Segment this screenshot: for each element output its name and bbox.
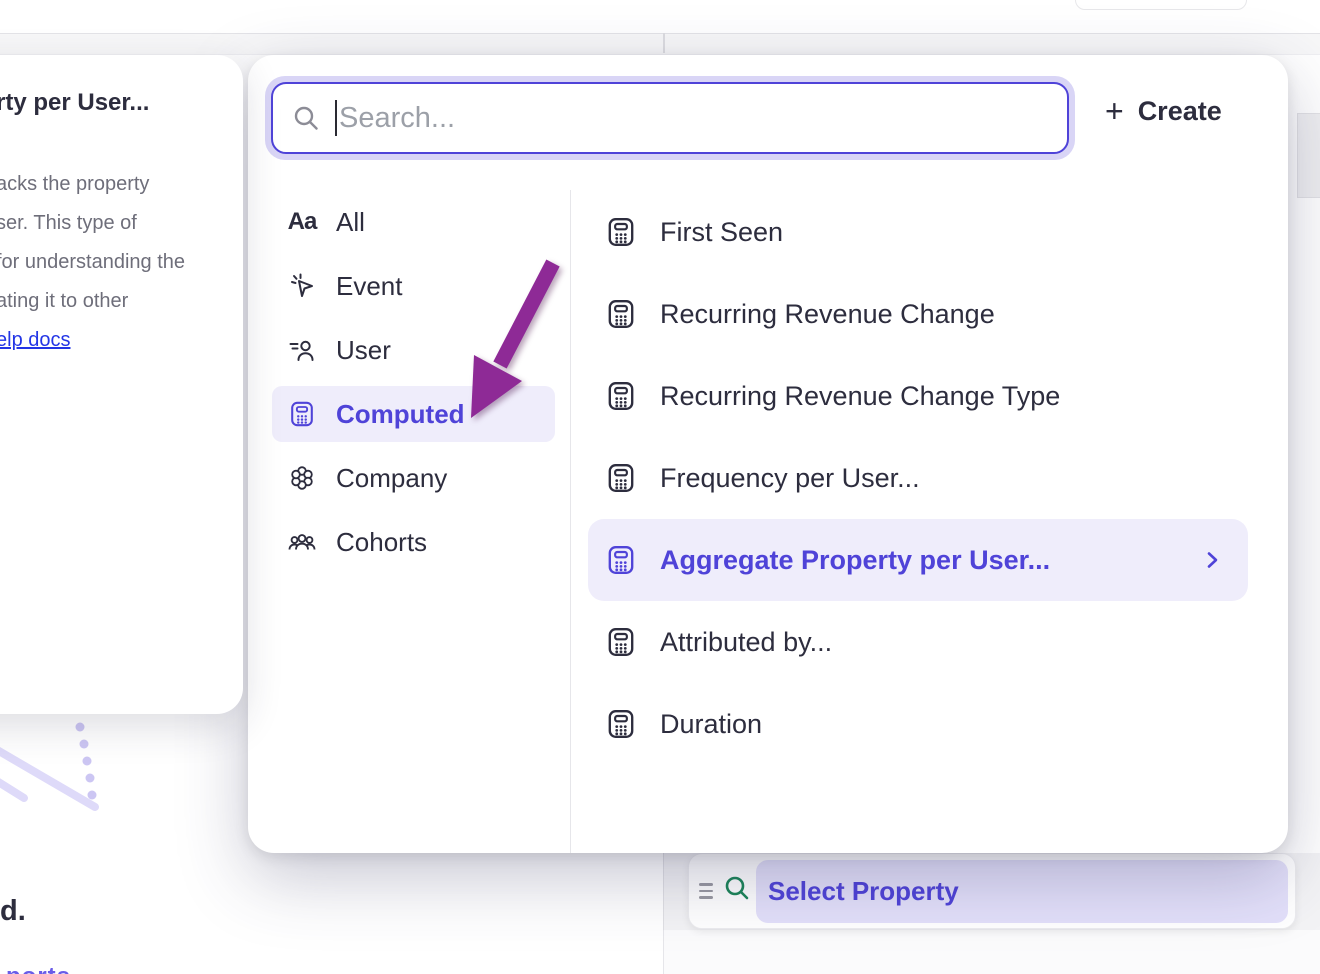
property-list: First Seen Recurring Revenue Change (588, 191, 1248, 765)
page-bottom-link-fragment: ports (6, 963, 71, 974)
company-icon (288, 464, 316, 492)
empty-state-illustration (0, 722, 99, 811)
cohorts-icon (288, 528, 316, 556)
sidebar-item-event[interactable]: Event (272, 258, 555, 314)
calculator-icon (605, 216, 637, 248)
create-button[interactable]: + Create (1105, 93, 1222, 129)
page-top-divider (663, 33, 665, 53)
sidebar-item-user[interactable]: User (272, 322, 555, 378)
search-input[interactable]: Search... (271, 82, 1069, 154)
calculator-icon (605, 380, 637, 412)
search-field-glow: Search... (265, 76, 1075, 160)
tooltip-body-line: for understanding the (0, 251, 186, 273)
sidebar-item-cohorts[interactable]: Cohorts (272, 514, 555, 570)
calculator-icon (288, 400, 316, 428)
tooltip-body-line: acks the property (0, 173, 150, 195)
event-cursor-icon (288, 272, 316, 300)
sidebar-item-all[interactable]: Aa All (287, 206, 365, 237)
calculator-icon (605, 708, 637, 740)
property-select-modal: Search... + Create Aa All (248, 55, 1288, 853)
chevron-right-icon (1200, 548, 1224, 572)
search-placeholder: Search... (339, 101, 456, 134)
page-bottom-panel-lower (663, 930, 1320, 974)
calculator-icon (605, 544, 637, 576)
calculator-icon (605, 298, 637, 330)
search-icon (294, 106, 318, 130)
user-icon (288, 336, 316, 364)
help-docs-link[interactable]: elp docs (0, 329, 71, 351)
category-sidebar: Aa All Event (272, 194, 555, 578)
property-item-recurring-revenue-change[interactable]: Recurring Revenue Change (588, 273, 1248, 355)
plus-icon: + (1105, 93, 1124, 129)
text-caret (335, 100, 337, 136)
page-top-button-fragment (1075, 0, 1247, 10)
text-format-icon: Aa (287, 208, 318, 235)
property-item-first-seen[interactable]: First Seen (588, 191, 1248, 273)
property-item-duration[interactable]: Duration (588, 683, 1248, 765)
page-top-band (0, 33, 1320, 55)
property-item-frequency-per-user[interactable]: Frequency per User... (588, 437, 1248, 519)
property-picker-card: Select Property (688, 853, 1296, 929)
property-item-aggregate-property-per-user[interactable]: Aggregate Property per User... (588, 519, 1248, 601)
tooltip-body-line: ser. This type of (0, 212, 137, 234)
drag-handle-icon[interactable] (699, 883, 715, 901)
tooltip-body-line: ating it to other (0, 290, 129, 312)
calculator-icon (605, 462, 637, 494)
property-item-recurring-revenue-change-type[interactable]: Recurring Revenue Change Type (588, 355, 1248, 437)
property-tooltip-panel: rty per User... acks the property ser. T… (0, 55, 243, 714)
page-right-fragment (1297, 113, 1320, 198)
sidebar-item-company[interactable]: Company (272, 450, 555, 506)
select-property-button[interactable]: Select Property (756, 860, 1288, 923)
property-search-icon (725, 876, 749, 900)
sidebar-item-computed[interactable]: Computed (272, 386, 555, 442)
tooltip-title: rty per User... (0, 89, 150, 116)
property-item-attributed-by[interactable]: Attributed by... (588, 601, 1248, 683)
page-heading-fragment: d. (0, 895, 26, 927)
modal-divider (570, 190, 571, 853)
calculator-icon (605, 626, 637, 658)
